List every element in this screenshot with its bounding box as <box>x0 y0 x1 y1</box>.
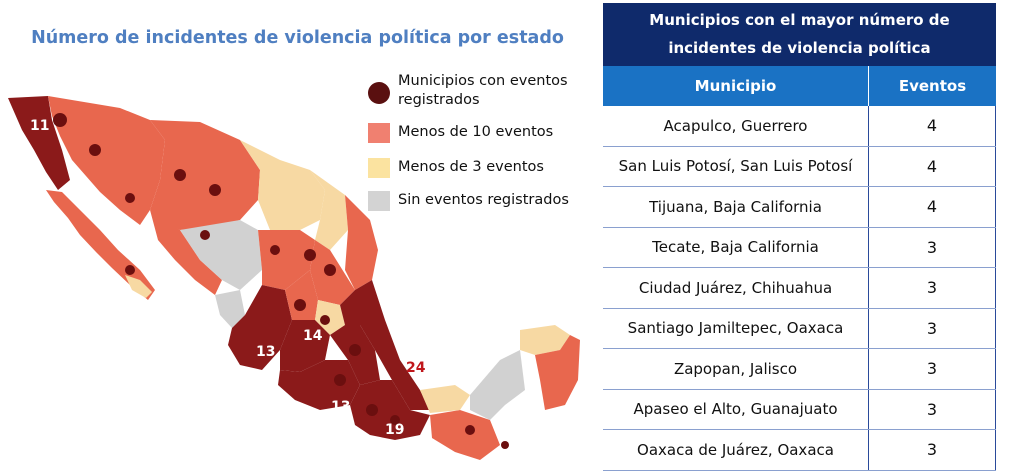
state-campeche <box>470 350 525 420</box>
legend-label: Menos de 10 eventos <box>398 124 554 140</box>
table-header: Municipio Eventos <box>603 66 996 106</box>
table-row: Apaseo el Alto, Guanajuato 3 <box>603 389 996 430</box>
state-jalisco <box>228 285 292 370</box>
cell-municipio: San Luis Potosí, San Luis Potosí <box>618 157 853 176</box>
state-sinaloa <box>150 210 222 295</box>
state-nuevo-leon <box>310 170 348 250</box>
municipios-table: Municipios con el mayor número de incide… <box>603 3 996 471</box>
state-nayarit <box>215 290 245 328</box>
cell-municipio: Apaseo el Alto, Guanajuato <box>633 400 838 419</box>
table-body: Acapulco, Guerrero 4 San Luis Potosí, Sa… <box>603 106 996 471</box>
state-quintana-roo <box>535 335 580 410</box>
header-municipio: Municipio <box>694 77 777 95</box>
state-baja-california <box>8 96 70 190</box>
cell-municipio: Tijuana, Baja California <box>649 197 822 216</box>
count-michoacan: 14 <box>303 328 323 344</box>
cell-municipio: Ciudad Juárez, Chihuahua <box>638 278 833 297</box>
table-row: San Luis Potosí, San Luis Potosí 4 <box>603 146 996 187</box>
state-veracruz <box>340 280 430 410</box>
table-row: Tijuana, Baja California 4 <box>603 187 996 228</box>
state-guerrero <box>278 360 360 410</box>
count-guerrero: 13 <box>331 399 350 415</box>
header-eventos: Eventos <box>868 66 996 106</box>
map-title: Número de incidentes de violencia políti… <box>31 28 564 48</box>
legend-swatch-grey <box>368 191 390 211</box>
legend-swatch-dark <box>368 82 390 104</box>
mexico-map-svg: 11 14 13 13 24 19 <box>8 96 580 460</box>
cell-municipio: Oaxaca de Juárez, Oaxaca <box>637 440 834 459</box>
state-sonora <box>48 96 165 225</box>
cell-municipio: Santiago Jamiltepec, Oaxaca <box>627 319 844 338</box>
count-baja-california: 11 <box>30 118 49 134</box>
state-chiapas <box>430 410 500 460</box>
cell-municipio: Acapulco, Guerrero <box>663 116 808 135</box>
state-queretaro <box>315 300 345 335</box>
cell-eventos: 4 <box>868 146 996 186</box>
table-row: Tecate, Baja California 3 <box>603 227 996 268</box>
state-tamaulipas <box>345 195 378 290</box>
table-row: Santiago Jamiltepec, Oaxaca 3 <box>603 308 996 349</box>
cell-eventos: 3 <box>868 389 996 429</box>
municipio-dots <box>53 113 509 449</box>
cell-eventos: 3 <box>868 349 996 389</box>
count-puebla: 24 <box>406 360 426 376</box>
cell-municipio: Tecate, Baja California <box>652 238 819 257</box>
state-yucatan <box>520 325 570 355</box>
state-baja-sur-tip <box>125 275 152 298</box>
state-guanajuato <box>285 270 318 320</box>
count-oaxaca: 19 <box>385 422 404 438</box>
legend-item-sin-eventos: Sin eventos registrados <box>368 191 569 211</box>
cell-municipio: Zapopan, Jalisco <box>673 359 798 378</box>
legend-item-menos-3: Menos de 3 eventos <box>368 158 544 178</box>
cell-eventos: 3 <box>868 268 996 308</box>
legend-label: Municipios con eventos registrados <box>398 73 568 108</box>
legend-label: Sin eventos registrados <box>398 192 569 208</box>
table-row: Oaxaca de Juárez, Oaxaca 3 <box>603 430 996 471</box>
table-row: Zapopan, Jalisco 3 <box>603 349 996 390</box>
state-chihuahua <box>150 120 260 230</box>
state-tabasco <box>420 385 470 413</box>
table-title: Municipios con el mayor número de incide… <box>603 3 996 66</box>
state-durango <box>180 220 262 290</box>
cell-eventos: 4 <box>868 187 996 227</box>
count-jalisco: 13 <box>256 344 275 360</box>
legend-swatch-light <box>368 158 390 178</box>
table-row: Acapulco, Guerrero 4 <box>603 106 996 147</box>
legend-label: Menos de 3 eventos <box>398 159 544 175</box>
legend-swatch-mid <box>368 123 390 143</box>
table-row: Ciudad Juárez, Chihuahua 3 <box>603 268 996 309</box>
cell-eventos: 4 <box>868 106 996 146</box>
legend-item-municipios: Municipios con eventos registrados <box>368 72 583 110</box>
mexico-map: 11 14 13 13 24 19 <box>0 80 600 474</box>
cell-eventos: 3 <box>868 308 996 348</box>
state-michoacan <box>280 320 330 372</box>
legend-item-menos-10: Menos de 10 eventos <box>368 123 553 143</box>
cell-eventos: 3 <box>868 430 996 470</box>
state-zacatecas <box>258 230 315 290</box>
cell-eventos: 3 <box>868 227 996 267</box>
state-oaxaca <box>350 380 430 440</box>
state-coahuila <box>240 140 325 230</box>
